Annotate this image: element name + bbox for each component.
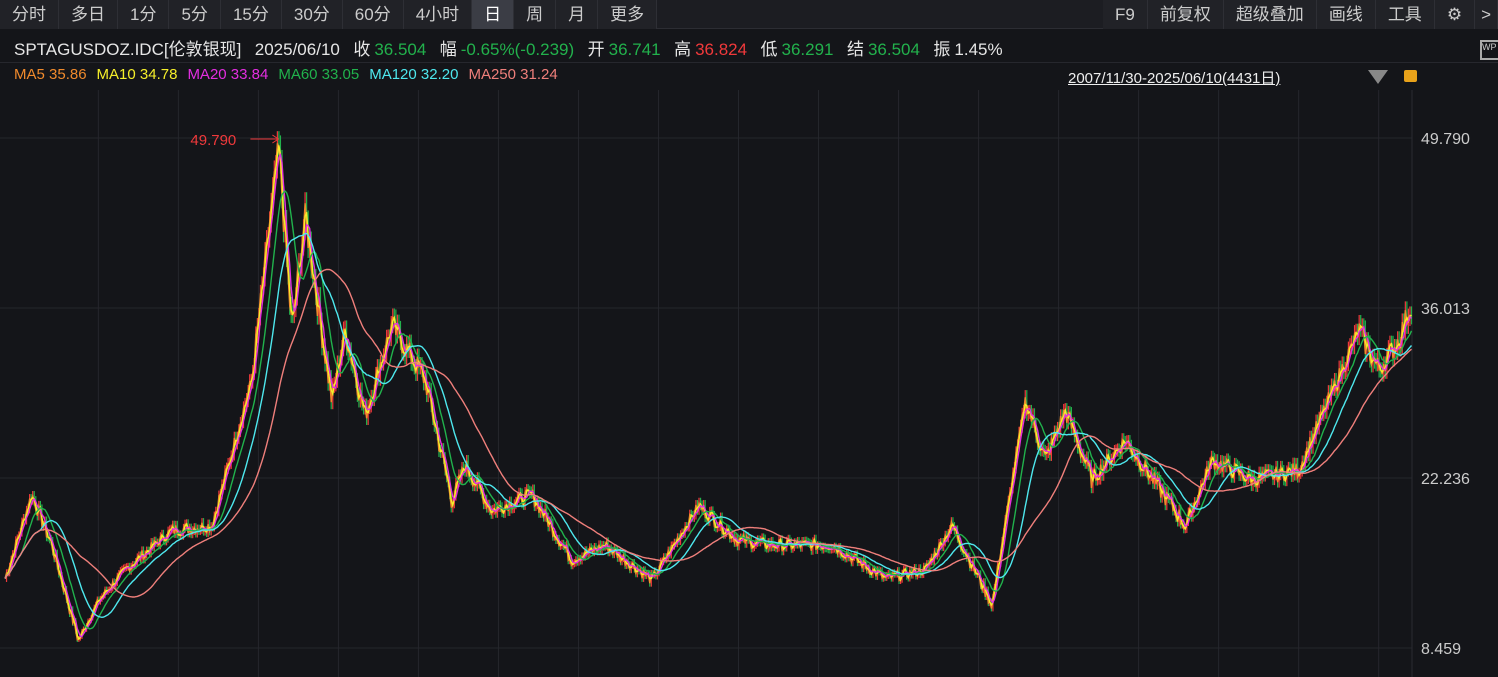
tool-button-4[interactable]: 工具 xyxy=(1375,0,1435,29)
unlock-icon[interactable] xyxy=(1404,70,1417,82)
peak-label: 49.790 xyxy=(190,132,236,149)
period-tab-0[interactable]: 分时 xyxy=(0,0,59,29)
y-tick-label: 22.236 xyxy=(1421,471,1470,488)
ma-legend-item: MA120 32.20 xyxy=(369,66,459,83)
amplitude-value: 1.45% xyxy=(954,40,1003,59)
ma-legend: MA5 35.86 MA10 34.78 MA20 33.84 MA60 33.05 M… xyxy=(14,66,568,83)
ma-line-ma5 xyxy=(4,143,1412,641)
amplitude-label: 振 xyxy=(933,40,951,59)
ma-line-ma20 xyxy=(4,152,1412,638)
tool-button-3[interactable]: 画线 xyxy=(1316,0,1376,29)
date-range[interactable]: 2007/11/30-2025/06/10(4431日) xyxy=(1068,70,1281,87)
ma-legend-item: MA250 31.24 xyxy=(468,66,558,83)
high-value: 36.824 xyxy=(695,40,748,59)
wp-icon[interactable]: WP xyxy=(1480,40,1498,60)
symbol: SPTAGUSDOZ.IDC[伦敦银现] xyxy=(14,40,242,59)
gear-icon[interactable]: ⚙ xyxy=(1434,0,1476,29)
period-toolbar: 分时 多日 1分 5分 15分 30分 60分 4小时日周月更多 F9 前复权 超级叠加 画线 工具 ⚙ > xyxy=(0,0,1498,29)
period-tab-10[interactable]: 月 xyxy=(556,0,599,29)
close-value: 36.504 xyxy=(374,40,427,59)
settle-value: 36.504 xyxy=(867,40,920,59)
y-tick-label: 8.459 xyxy=(1421,641,1461,658)
toolbar-spacer xyxy=(657,0,1103,28)
open-value: 36.741 xyxy=(608,40,661,59)
settle-label: 结 xyxy=(846,40,864,59)
period-tab-5[interactable]: 30分 xyxy=(281,0,343,29)
change-value: -0.65%(-0.239) xyxy=(460,40,575,59)
expand-icon[interactable]: > xyxy=(1475,0,1498,29)
period-tab-9[interactable]: 周 xyxy=(514,0,557,29)
ma-legend-item: MA20 33.84 xyxy=(187,66,269,83)
low-label: 低 xyxy=(760,40,778,59)
period-tab-8[interactable]: 日 xyxy=(472,0,515,29)
period-tab-1[interactable]: 多日 xyxy=(59,0,118,29)
low-value: 36.291 xyxy=(781,40,834,59)
period-tab-2[interactable]: 1分 xyxy=(118,0,170,29)
y-tick-label: 36.013 xyxy=(1421,301,1470,318)
tool-button-0[interactable]: F9 xyxy=(1102,0,1148,29)
close-label: 收 xyxy=(353,40,371,59)
change-label: 幅 xyxy=(439,40,457,59)
period-tab-7[interactable]: 4小时 xyxy=(403,0,473,29)
ma-legend-item: MA60 33.05 xyxy=(278,66,360,83)
ma-legend-item: MA5 35.86 xyxy=(14,66,87,83)
period-tab-4[interactable]: 15分 xyxy=(220,0,282,29)
open-label: 开 xyxy=(587,40,605,59)
period-tab-11[interactable]: 更多 xyxy=(598,0,658,29)
y-tick-label: 49.790 xyxy=(1421,131,1470,148)
tool-button-1[interactable]: 前复权 xyxy=(1147,0,1224,29)
dropdown-triangle-icon[interactable] xyxy=(1368,70,1388,84)
divider xyxy=(0,62,1498,63)
quote-info: SPTAGUSDOZ.IDC[伦敦银现] 2025/06/10 收 36.504 … xyxy=(14,35,1007,60)
tool-button-2[interactable]: 超级叠加 xyxy=(1223,0,1317,29)
ma-line-ma120 xyxy=(4,232,1413,619)
date: 2025/06/10 xyxy=(254,40,340,59)
ma-line-ma10 xyxy=(4,145,1412,641)
ma-legend-item: MA10 34.78 xyxy=(96,66,178,83)
period-tab-3[interactable]: 5分 xyxy=(169,0,221,29)
high-label: 高 xyxy=(674,40,692,59)
peak-arrow-head xyxy=(272,134,280,144)
period-tab-6[interactable]: 60分 xyxy=(342,0,404,29)
ma-line-ma250 xyxy=(4,268,1412,598)
ma-line-ma60 xyxy=(4,190,1413,630)
